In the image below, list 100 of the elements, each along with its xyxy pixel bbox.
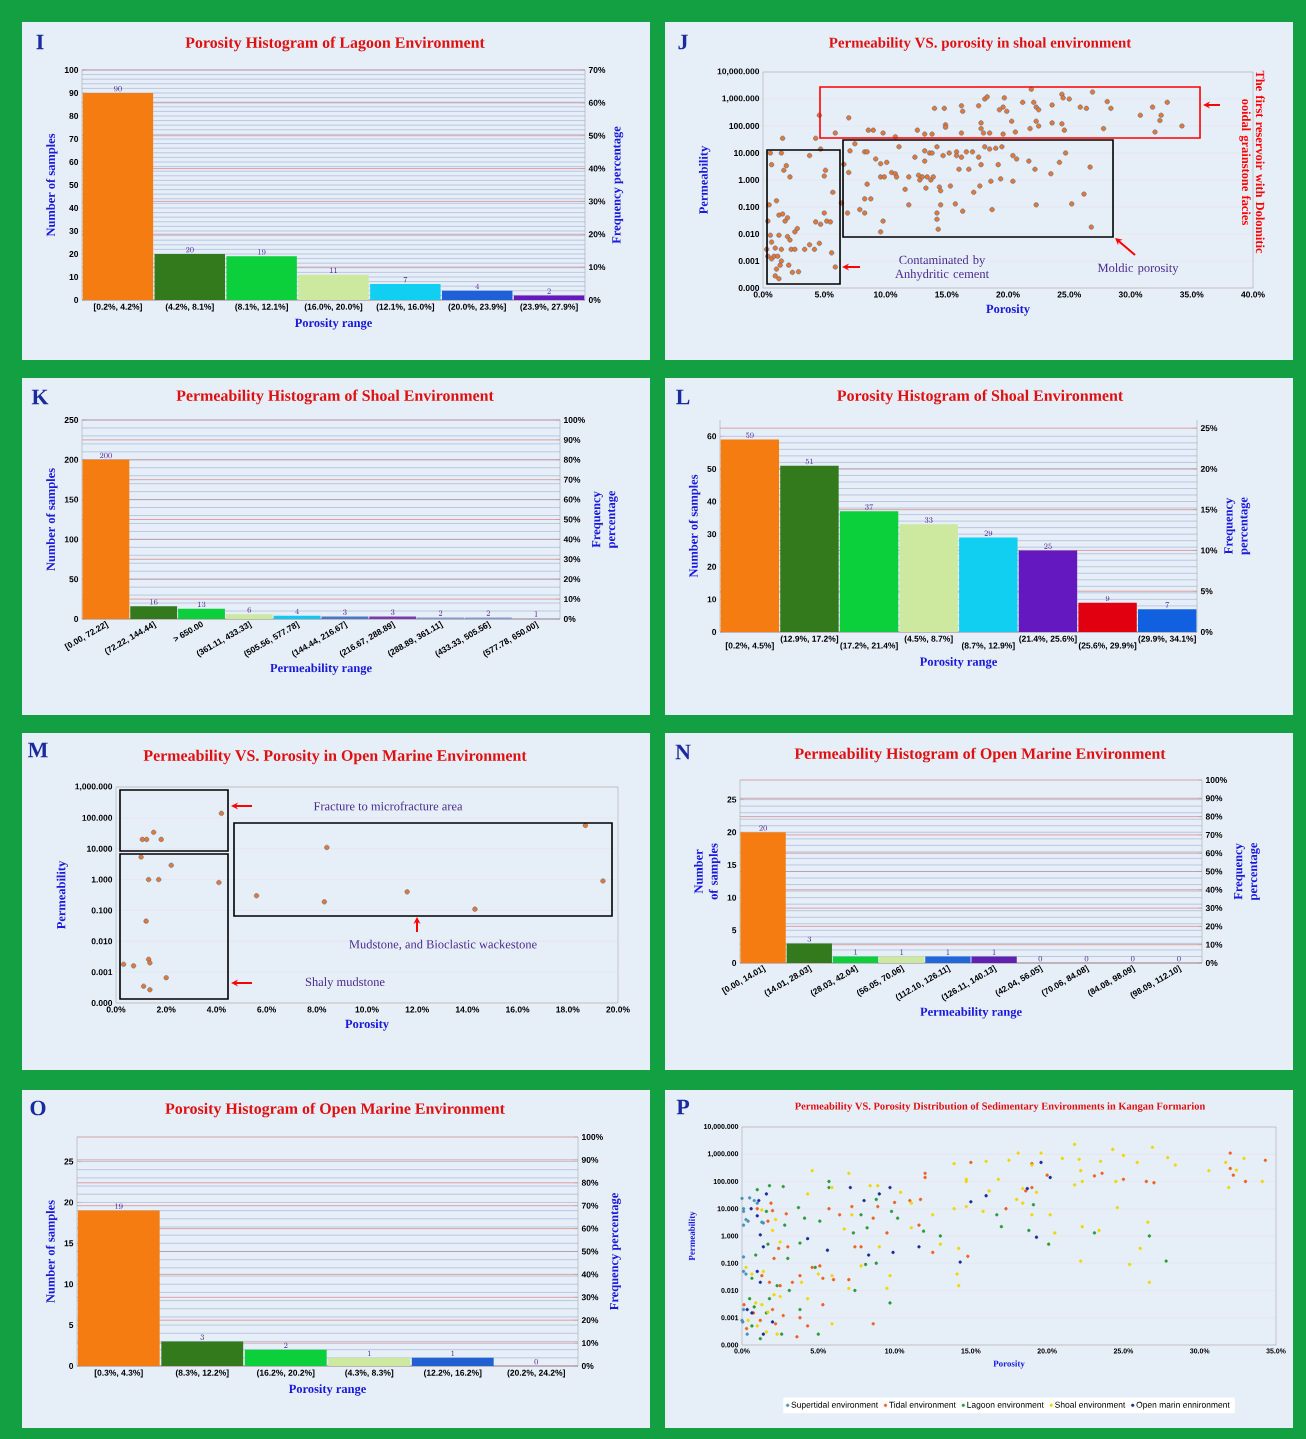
y-axis-title: Number of samples xyxy=(693,843,721,900)
y-axis-title: Number of samples xyxy=(46,133,58,237)
x-tick-label: 25.0% xyxy=(1057,291,1082,298)
y-tick-label: 70 xyxy=(69,135,79,142)
annotation: Mudstone, and Bioclastic wackestone xyxy=(349,939,537,951)
y2-tick-label: 50% xyxy=(581,1248,599,1255)
y2-tick-label: 80% xyxy=(563,456,581,463)
y2-tick-label: 20% xyxy=(581,1317,599,1324)
y2-tick-label: 60% xyxy=(581,1225,599,1232)
y2-tick-label: 100% xyxy=(1206,777,1227,783)
y2-tick-label: 30% xyxy=(1205,905,1223,912)
text: M xyxy=(28,742,48,758)
y-tick-label: 50 xyxy=(707,465,717,472)
chart-title: Permeability Histogram of Shoal Environment xyxy=(176,389,494,405)
x-tick-label: 15.0% xyxy=(935,291,959,298)
legend-label: Supertidal environment xyxy=(791,1401,879,1410)
y2-axis-title: Frequency percentage xyxy=(1234,842,1260,901)
x-axis-title: Porosity range xyxy=(294,318,372,330)
x-axis-title: Porosity xyxy=(993,1360,1025,1369)
y2-tick-label: 20% xyxy=(1205,923,1223,930)
y2-tick-label: 100% xyxy=(582,1134,603,1140)
y2-tick-label: 40% xyxy=(581,1271,599,1278)
chart-title: Permeability Histogram of Open Marine Environment xyxy=(794,747,1166,763)
y-tick-label: 10 xyxy=(64,1281,74,1288)
y-tick-label: 100.000 xyxy=(729,122,760,129)
annotation: Fracture to microfracture area xyxy=(313,801,463,811)
y2-tick-label: 15% xyxy=(1201,506,1218,513)
x-tick-label: 10.0% xyxy=(355,1006,379,1013)
x-tick-label: (16.0%, 20.0%] xyxy=(304,303,363,312)
y2-tick-label: 0% xyxy=(1200,629,1213,635)
y-tick-label: 200 xyxy=(64,456,79,463)
x-tick-label: (12.9%, 17.2%] xyxy=(780,635,839,644)
annotation: Contaminated by Anhydritic cement xyxy=(895,255,989,281)
x-tick-label: (4.3%, 8.3%] xyxy=(345,1369,394,1378)
chart-title: Permeability VS. Porosity in Open Marine Environment xyxy=(143,749,527,765)
x-tick-label: (4.5%, 8.7%] xyxy=(904,635,953,644)
y-axis-title: Number of samples xyxy=(45,1200,58,1303)
y2-tick-label: 50% xyxy=(1205,868,1223,875)
y-tick-label: 20 xyxy=(727,829,737,836)
y-tick-label: 0 xyxy=(732,960,737,966)
x-tick-label: 8.0% xyxy=(307,1006,327,1013)
chart-title: Permeability VS. porosity in shoal environment xyxy=(829,37,1132,51)
x-tick-label: (4.2%, 8.1%] xyxy=(165,303,214,312)
annotation: Shaly mudstone xyxy=(305,977,385,989)
y2-axis-title: Frequency percentage xyxy=(592,490,618,549)
x-tick-label: 6.0% xyxy=(257,1006,277,1013)
text: N xyxy=(675,744,691,760)
x-tick-label: [0.2%, 4.5%] xyxy=(725,642,774,651)
y-tick-label: 40 xyxy=(707,498,717,505)
y-axis-title: Number of samples xyxy=(46,468,58,571)
x-axis-title: Permeability range xyxy=(270,663,372,675)
y-tick-label: 10.000 xyxy=(734,149,760,156)
legend-label: Shoal environment xyxy=(1055,1401,1126,1408)
legend-label: Open marin ennironment xyxy=(1136,1401,1230,1410)
x-tick-label: 0.0% xyxy=(753,291,773,298)
y2-tick-label: 10% xyxy=(589,264,606,271)
y2-tick-label: 10% xyxy=(1201,547,1218,554)
chart-title: Permeability VS. Porosity Distribution of Sedimentary Environments in Kangan Formarion xyxy=(794,1102,1206,1112)
y2-tick-label: 10% xyxy=(582,1340,599,1347)
y2-tick-label: 20% xyxy=(1200,465,1218,472)
y-tick-label: 40 xyxy=(69,204,79,211)
x-tick-label: 4.0% xyxy=(206,1006,226,1013)
text: J xyxy=(678,34,688,50)
y-tick-label: 20 xyxy=(64,1199,74,1206)
x-tick-label: 16.0% xyxy=(506,1006,530,1013)
x-tick-label: (20.0%, 23.9%] xyxy=(448,303,506,312)
y-tick-label: 0 xyxy=(712,629,717,635)
y2-tick-label: 50% xyxy=(563,516,581,523)
text: L xyxy=(676,389,690,405)
y-tick-label: 0.001 xyxy=(91,969,113,976)
text: I xyxy=(36,34,44,50)
x-tick-label: 10.0% xyxy=(874,291,898,298)
y2-tick-label: 30% xyxy=(581,1294,599,1301)
y2-tick-label: 90% xyxy=(1205,795,1223,802)
y-tick-label: 50 xyxy=(69,181,79,188)
y2-tick-label: 80% xyxy=(1205,813,1223,820)
y-axis-title: Permeability xyxy=(688,1211,697,1261)
x-tick-label: 18.0% xyxy=(556,1006,580,1013)
y2-tick-label: 20% xyxy=(563,576,581,583)
y-tick-label: 100 xyxy=(64,66,79,73)
y-tick-label: 50 xyxy=(69,576,79,583)
annotation: Moldic porosity xyxy=(1097,263,1179,275)
y-tick-label: 0.100 xyxy=(91,907,113,914)
y2-tick-label: 70% xyxy=(1205,831,1223,838)
y-tick-label: 10,000.000 xyxy=(717,68,760,76)
y2-tick-label: 0% xyxy=(1205,960,1218,966)
y2-tick-label: 50% xyxy=(588,132,606,139)
y-axis-title: Permeability xyxy=(56,860,68,930)
x-tick-label: (12.2%, 16.2%] xyxy=(423,1369,482,1378)
y2-tick-label: 90% xyxy=(563,436,581,443)
y-tick-label: 10.000 xyxy=(87,845,113,852)
y-tick-label: 30 xyxy=(69,227,79,234)
y2-tick-label: 40% xyxy=(1205,886,1223,893)
x-tick-label: (17.2%, 21.4%] xyxy=(840,642,898,651)
text: K xyxy=(31,389,49,405)
x-axis-title: Porosity range xyxy=(919,657,997,669)
annotation: The first reservoir with Dolomitic ooidal grainstone facies xyxy=(1239,70,1265,254)
x-tick-label: 35.0% xyxy=(1179,291,1204,298)
y-tick-label: 100 xyxy=(64,536,79,543)
y2-tick-label: 80% xyxy=(581,1179,599,1186)
